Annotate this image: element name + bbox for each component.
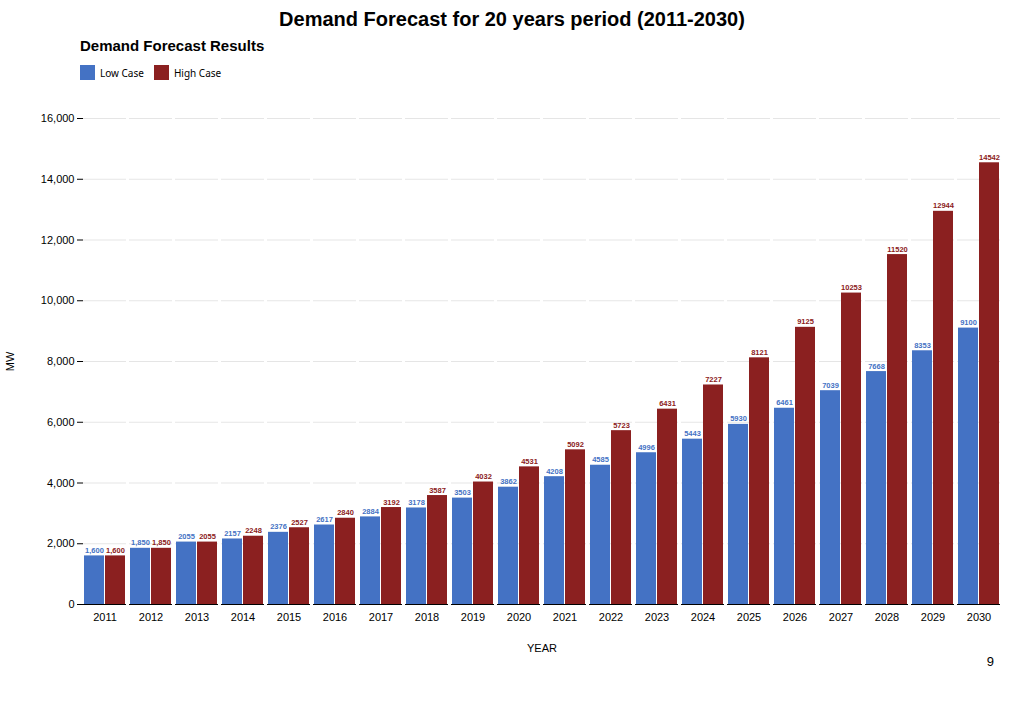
svg-text:2018: 2018 xyxy=(415,611,439,623)
svg-text:2030: 2030 xyxy=(967,611,991,623)
svg-text:2011: 2011 xyxy=(93,611,117,623)
svg-text:2013: 2013 xyxy=(185,611,209,623)
svg-text:2027: 2027 xyxy=(829,611,853,623)
svg-text:YEAR: YEAR xyxy=(527,642,557,654)
svg-text:3587: 3587 xyxy=(429,486,446,495)
svg-text:1,850: 1,850 xyxy=(131,538,150,547)
svg-text:2022: 2022 xyxy=(599,611,623,623)
svg-text:4,000: 4,000 xyxy=(47,477,75,489)
svg-text:3862: 3862 xyxy=(500,477,517,486)
html-text:High Case: High Case xyxy=(173,65,222,80)
svg-text:4531: 4531 xyxy=(521,457,538,466)
svg-text:2055: 2055 xyxy=(178,532,195,541)
svg-text:6,000: 6,000 xyxy=(47,416,75,428)
svg-text:2248: 2248 xyxy=(245,526,262,535)
svg-text:2017: 2017 xyxy=(369,611,393,623)
svg-text:2026: 2026 xyxy=(783,611,807,623)
html-text:Demand Forecast for 20 years p: Demand Forecast for 20 years period (201… xyxy=(279,8,745,30)
svg-text:7227: 7227 xyxy=(705,375,722,384)
svg-text:3192: 3192 xyxy=(383,498,400,507)
svg-text:6431: 6431 xyxy=(659,399,676,408)
svg-text:2376: 2376 xyxy=(270,522,287,531)
svg-text:10,000: 10,000 xyxy=(41,294,75,306)
svg-text:7039: 7039 xyxy=(822,381,839,390)
svg-text:2019: 2019 xyxy=(461,611,485,623)
html-text:Low Case: Low Case xyxy=(100,65,144,80)
svg-text:3178: 3178 xyxy=(408,498,425,507)
svg-text:11520: 11520 xyxy=(887,245,907,254)
svg-text:8,000: 8,000 xyxy=(47,355,75,367)
svg-text:1,600: 1,600 xyxy=(85,546,104,555)
svg-text:4032: 4032 xyxy=(475,472,492,481)
svg-text:2021: 2021 xyxy=(553,611,577,623)
svg-text:5930: 5930 xyxy=(730,414,747,423)
svg-text:8353: 8353 xyxy=(914,341,931,350)
svg-text:3503: 3503 xyxy=(454,488,471,497)
svg-text:0: 0 xyxy=(68,598,74,610)
svg-text:2023: 2023 xyxy=(645,611,669,623)
svg-text:2025: 2025 xyxy=(737,611,761,623)
svg-text:8121: 8121 xyxy=(751,348,768,357)
svg-text:2014: 2014 xyxy=(231,611,255,623)
svg-text:6461: 6461 xyxy=(776,398,793,407)
svg-text:16,000: 16,000 xyxy=(41,112,75,124)
svg-text:2028: 2028 xyxy=(875,611,899,623)
svg-text:12,000: 12,000 xyxy=(41,234,75,246)
svg-text:14,000: 14,000 xyxy=(41,173,75,185)
svg-text:2024: 2024 xyxy=(691,611,715,623)
svg-text:4585: 4585 xyxy=(592,455,609,464)
svg-text:2527: 2527 xyxy=(291,518,308,527)
svg-text:2012: 2012 xyxy=(139,611,163,623)
svg-text:2015: 2015 xyxy=(277,611,301,623)
svg-text:12944: 12944 xyxy=(933,201,955,210)
svg-text:10253: 10253 xyxy=(841,283,862,292)
svg-text:2029: 2029 xyxy=(921,611,945,623)
svg-text:1,600: 1,600 xyxy=(106,546,125,555)
svg-text:2,000: 2,000 xyxy=(47,537,75,549)
svg-text:2157: 2157 xyxy=(224,529,241,538)
svg-text:2840: 2840 xyxy=(337,508,354,517)
svg-text:7668: 7668 xyxy=(868,362,885,371)
svg-text:MW: MW xyxy=(4,351,16,371)
svg-text:4996: 4996 xyxy=(638,443,655,452)
html-text:Demand Forecast Results: Demand Forecast Results xyxy=(80,37,265,54)
svg-text:2055: 2055 xyxy=(199,532,216,541)
svg-text:5443: 5443 xyxy=(684,429,701,438)
svg-text:5092: 5092 xyxy=(567,440,584,449)
svg-text:5723: 5723 xyxy=(613,421,630,430)
html-text:9: 9 xyxy=(986,654,994,669)
svg-text:2884: 2884 xyxy=(362,507,380,516)
svg-text:4208: 4208 xyxy=(546,467,563,476)
svg-text:9100: 9100 xyxy=(960,318,977,327)
svg-text:9125: 9125 xyxy=(797,317,814,326)
svg-text:1,850: 1,850 xyxy=(152,538,171,547)
svg-text:14542: 14542 xyxy=(979,153,1000,162)
svg-text:2617: 2617 xyxy=(316,515,333,524)
svg-text:2020: 2020 xyxy=(507,611,531,623)
svg-text:2016: 2016 xyxy=(323,611,347,623)
